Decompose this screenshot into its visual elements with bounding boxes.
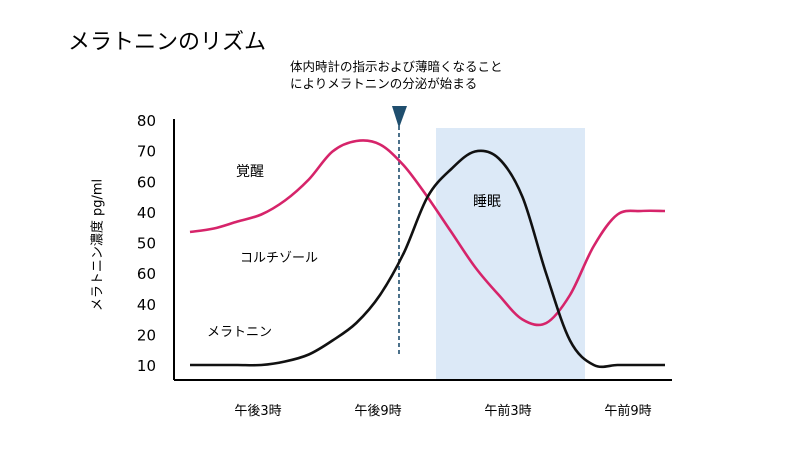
region-label-wake: 覚醒 [236, 164, 264, 180]
series-label-melatonin: メラトニン [207, 325, 272, 340]
x-tick-label: 午前9時 [604, 403, 651, 419]
region-label-sleep: 睡眠 [473, 194, 501, 210]
x-tick-label: 午後9時 [354, 404, 401, 419]
dusk-marker-triangle [392, 106, 407, 128]
x-tick-label: 午前3時 [484, 403, 531, 419]
y-tick-label: 70 [137, 143, 156, 161]
melatonin-line [190, 149, 665, 369]
y-tick-label: 10 [137, 357, 156, 375]
y-tick-label: 60 [137, 265, 156, 283]
annotation-text: 体内時計の指示および薄暗くなること によりメラトニンの分泌が始まる [290, 58, 503, 92]
y-tick-label: 60 [137, 173, 156, 191]
x-tick-label: 午後3時 [234, 404, 281, 419]
y-tick-label: 80 [137, 112, 156, 130]
series-label-cortisol: コルチゾール [240, 251, 318, 266]
y-tick-label: 40 [137, 204, 156, 222]
chart-title: メラトニンのリズム [68, 30, 267, 55]
sleep-band [436, 128, 585, 380]
y-tick-label: 40 [137, 296, 156, 314]
y-tick-label: 50 [137, 235, 156, 253]
annotation-line-1: 体内時計の指示および薄暗くなること [290, 59, 503, 74]
annotation-line-2: によりメラトニンの分泌が始まる [290, 76, 478, 91]
y-tick-label: 20 [137, 326, 156, 344]
